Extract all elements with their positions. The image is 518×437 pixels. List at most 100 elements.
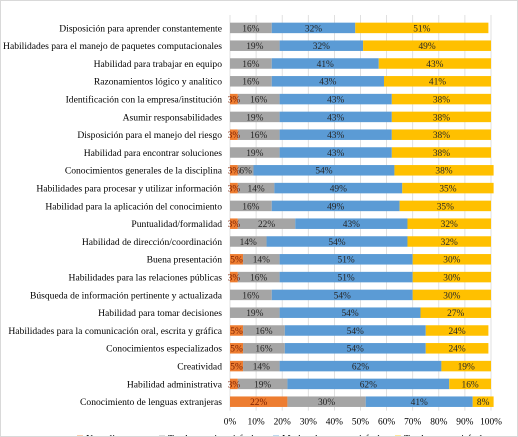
- bar-segment: [230, 343, 244, 354]
- bar-segment: [378, 58, 491, 69]
- bar-segment: [271, 289, 413, 301]
- bar-segment: [230, 254, 244, 265]
- bar-segment: [391, 129, 491, 140]
- bar-segment: [279, 129, 392, 140]
- data-label: 16%: [255, 345, 272, 355]
- x-tick-label: 10%: [248, 418, 265, 428]
- bar-segment: [274, 182, 403, 194]
- bar-segment: [230, 182, 238, 194]
- bar-segment: [412, 254, 491, 265]
- bar-segment: [230, 200, 272, 212]
- bar-segment: [412, 271, 491, 283]
- bar-segment: [237, 378, 288, 390]
- data-label: 19%: [246, 309, 263, 319]
- data-label: 30%: [443, 274, 460, 284]
- bar-segment: [279, 40, 364, 51]
- data-label: 49%: [330, 185, 347, 195]
- category-label: Conocimiento de lenguas extranjeras: [80, 397, 222, 408]
- bar-segment: [230, 289, 272, 301]
- bar-segment: [230, 271, 238, 283]
- data-label: 19%: [254, 380, 271, 390]
- bar-segment: [253, 165, 395, 176]
- bar-segment: [230, 76, 272, 87]
- data-label: 5%: [230, 363, 243, 373]
- category-label: Disposición para aprender constantemente: [59, 23, 222, 34]
- bar-segment: [284, 325, 426, 336]
- bar-segment: [391, 111, 491, 123]
- bar-segment: [237, 93, 280, 105]
- data-label: 3%: [228, 185, 241, 195]
- data-label: 22%: [250, 398, 267, 408]
- data-label: 5%: [230, 345, 243, 355]
- bar-segment: [420, 307, 491, 318]
- data-label: 22%: [258, 220, 275, 230]
- bar-segment: [295, 218, 408, 229]
- category-label: Habilidades para procesar y utilizar inf…: [36, 184, 222, 195]
- data-label: 54%: [315, 167, 332, 177]
- x-tick-labels: 0% 10% 20% 30% 40% 50% 60% 70% 80% 90% 100%: [224, 418, 502, 428]
- bar-segment: [230, 325, 244, 336]
- bar-segment: [230, 236, 267, 247]
- data-label: 32%: [313, 42, 330, 52]
- bar-segment: [230, 22, 272, 34]
- category-label: Habilidades para el manejo de paquetes c…: [3, 41, 222, 52]
- category-label: Buena presentación: [147, 255, 223, 266]
- bar-segment: [279, 271, 413, 283]
- bar-segment: [279, 93, 392, 105]
- x-tick-label: 20%: [274, 418, 291, 428]
- bar-segment: [391, 147, 491, 158]
- bar-segment: [383, 76, 491, 87]
- bar-segment: [284, 343, 426, 354]
- bar-segment: [279, 307, 421, 318]
- data-label: 51%: [338, 256, 355, 266]
- data-label: 16%: [250, 274, 267, 284]
- bar-segment: [425, 343, 489, 354]
- bar-segment: [243, 325, 285, 336]
- x-tick-label: 0%: [224, 418, 237, 428]
- category-labels: Disposición para aprender constantemente…: [3, 23, 223, 408]
- bar-segment: [230, 218, 238, 229]
- bar-segment: [449, 378, 491, 390]
- data-label: 3%: [228, 96, 241, 106]
- data-label: 19%: [458, 363, 475, 373]
- data-label: 32%: [441, 220, 458, 230]
- data-label: 5%: [230, 256, 243, 266]
- legend-label: Moderadamente satisfecho: [282, 434, 387, 436]
- bar-segment: [355, 22, 489, 34]
- data-label: 16%: [242, 202, 259, 212]
- legend-label: No aplica: [86, 434, 124, 436]
- bar-segment: [407, 218, 491, 229]
- bar-segment: [237, 218, 296, 229]
- data-label: 16%: [242, 60, 259, 70]
- category-label: Creatividad: [177, 362, 222, 373]
- x-tick-label: 50%: [352, 418, 369, 428]
- data-label: 43%: [319, 78, 336, 88]
- data-label: 5%: [230, 327, 243, 337]
- category-label: Asumir responsabilidades: [123, 112, 223, 123]
- category-label: Habilidad para trabajar en equipo: [94, 59, 223, 70]
- bar-segment: [230, 360, 244, 372]
- data-label: 24%: [448, 327, 465, 337]
- data-label: 62%: [360, 380, 377, 390]
- bars: [230, 22, 494, 407]
- bar-segment: [230, 111, 280, 123]
- bar-segment: [243, 343, 285, 354]
- data-label: 19%: [246, 149, 263, 159]
- data-label: 35%: [437, 202, 454, 212]
- bar-segment: [243, 360, 280, 372]
- data-label: 16%: [250, 131, 267, 141]
- data-label: 49%: [327, 202, 344, 212]
- data-label: 14%: [253, 256, 270, 266]
- data-label: 51%: [338, 274, 355, 284]
- data-label: 38%: [435, 167, 452, 177]
- data-label: 6%: [239, 167, 252, 177]
- bar-segment: [287, 378, 450, 390]
- data-label: 54%: [347, 345, 364, 355]
- data-label: 16%: [242, 78, 259, 88]
- bar-segment: [402, 182, 494, 194]
- data-label: 3%: [228, 380, 241, 390]
- data-label: 43%: [327, 113, 344, 123]
- data-label: 19%: [246, 42, 263, 52]
